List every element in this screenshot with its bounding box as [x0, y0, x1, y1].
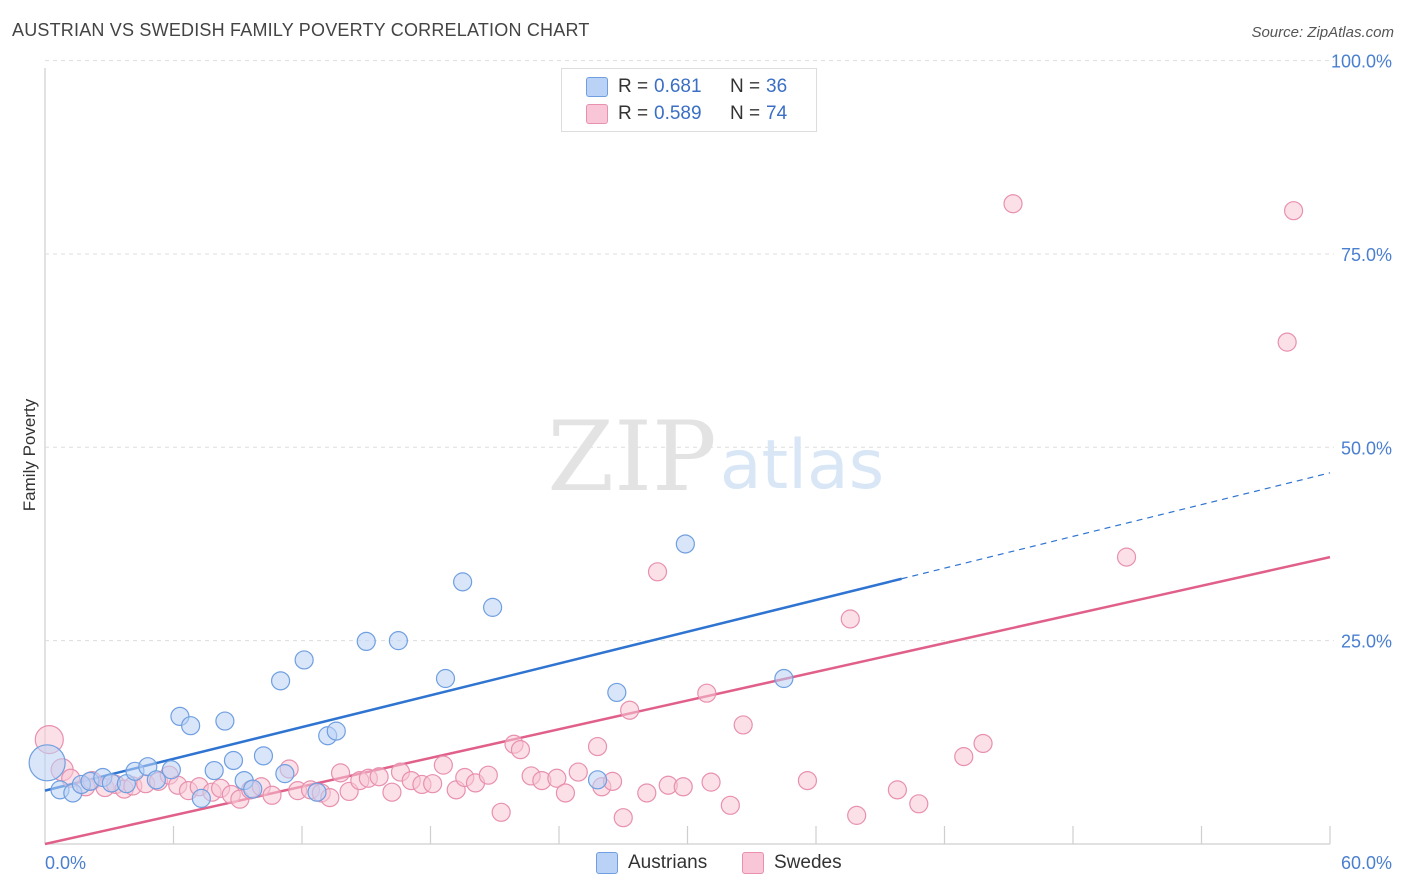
- austrian-point: [435, 668, 456, 689]
- austrian-point: [307, 782, 327, 802]
- austrian-point: [215, 711, 235, 731]
- swedish-point: [701, 772, 721, 792]
- swedish-point: [720, 795, 740, 815]
- n-value: 36: [766, 76, 788, 97]
- swedish-point: [1277, 332, 1297, 352]
- swedish-point: [330, 763, 351, 783]
- n-label: N =: [730, 76, 761, 97]
- swedish-point: [369, 767, 389, 787]
- austrian-point: [28, 744, 66, 782]
- swedish-point: [954, 747, 974, 767]
- austrians-swatch: [586, 77, 608, 97]
- austrians-trend-line: [44, 577, 902, 792]
- austrian-point: [326, 721, 346, 741]
- swedish-point: [587, 736, 608, 757]
- swedish-point: [433, 755, 453, 775]
- austrian-point: [181, 716, 201, 736]
- austrian-point: [191, 788, 211, 808]
- swedish-point: [887, 780, 907, 800]
- austrian-point: [223, 750, 244, 771]
- swedish-point: [547, 768, 567, 788]
- watermark: ZIP atlas: [547, 401, 884, 513]
- watermark-zip: ZIP: [547, 401, 716, 513]
- legend-item-swedes[interactable]: Swedes: [742, 852, 842, 874]
- y-tick-label: 75.0%: [1341, 245, 1392, 265]
- swedish-point: [847, 805, 867, 825]
- r-value: 0.589: [654, 103, 702, 124]
- swedish-point: [491, 802, 511, 822]
- austrian-point: [270, 671, 291, 691]
- swedes-swatch: [586, 104, 608, 124]
- austrian-point: [253, 746, 274, 766]
- austrian-point: [294, 650, 314, 670]
- swedish-point: [510, 740, 531, 760]
- austrian-point: [453, 572, 473, 592]
- r-label: R =: [618, 76, 649, 97]
- swedish-point: [620, 700, 640, 720]
- austrian-point: [774, 668, 794, 689]
- swedish-point: [797, 770, 818, 791]
- swedish-point: [1283, 201, 1304, 221]
- chart-title: AUSTRIAN VS SWEDISH FAMILY POVERTY CORRE…: [12, 20, 590, 40]
- n-value: 74: [766, 103, 788, 124]
- swedish-point: [1116, 547, 1137, 567]
- austrian-point: [161, 760, 181, 780]
- swedish-point: [733, 715, 753, 735]
- austrian-point: [607, 682, 627, 703]
- y-tick-label: 50.0%: [1341, 438, 1392, 458]
- austrian-point: [146, 770, 166, 790]
- swedish-point: [637, 783, 657, 803]
- x-tick-label: 60.0%: [1341, 853, 1392, 873]
- swedish-point: [613, 808, 633, 828]
- austrian-point: [587, 770, 608, 790]
- austrian-point: [388, 631, 408, 651]
- austrian-point: [356, 631, 376, 652]
- x-tick-label: 0.0%: [45, 853, 86, 873]
- watermark-atlas: atlas: [720, 426, 884, 505]
- legend-label-austrians: Austrians: [628, 852, 708, 873]
- swedish-point: [909, 794, 929, 814]
- legend-item-austrians[interactable]: Austrians: [596, 852, 707, 874]
- stats-legend: R = 0.681 N = 36 R = 0.589 N = 74: [561, 68, 817, 132]
- swedish-point: [697, 683, 717, 703]
- swedish-point: [382, 782, 402, 802]
- r-label: R =: [618, 103, 649, 124]
- austrians-legend-swatch: [596, 852, 618, 874]
- series-legend: Austrians Swedes: [0, 852, 1406, 878]
- y-tick-label: 100.0%: [1331, 52, 1392, 72]
- source-credit: Source: ZipAtlas.com: [1251, 24, 1394, 41]
- n-label: N =: [730, 103, 761, 124]
- austrian-point: [243, 779, 263, 799]
- swedish-point: [555, 783, 576, 803]
- swedish-point: [647, 562, 668, 582]
- austrians-trend-extension: [901, 472, 1331, 580]
- swedes-legend-swatch: [742, 852, 764, 874]
- r-value: 0.681: [654, 76, 702, 97]
- austrian-point: [483, 597, 503, 617]
- legend-label-swedes: Swedes: [774, 852, 842, 873]
- grid-layer: [44, 60, 1334, 845]
- swedish-point: [568, 762, 588, 782]
- swedish-point: [973, 733, 993, 754]
- point-layer: [28, 194, 1304, 828]
- tick-label-layer: 25.0% 50.0% 75.0% 100.0% 0.0% 60.0%: [45, 52, 1392, 873]
- austrian-point: [204, 760, 224, 781]
- swedish-point: [1003, 194, 1023, 214]
- swedish-point: [673, 777, 693, 797]
- swedish-point: [840, 609, 860, 629]
- swedish-point: [262, 785, 282, 805]
- austrian-point: [675, 534, 695, 554]
- y-tick-label: 25.0%: [1341, 632, 1392, 652]
- swedish-point: [423, 774, 443, 794]
- swedish-point: [478, 765, 498, 785]
- austrian-point: [275, 764, 295, 784]
